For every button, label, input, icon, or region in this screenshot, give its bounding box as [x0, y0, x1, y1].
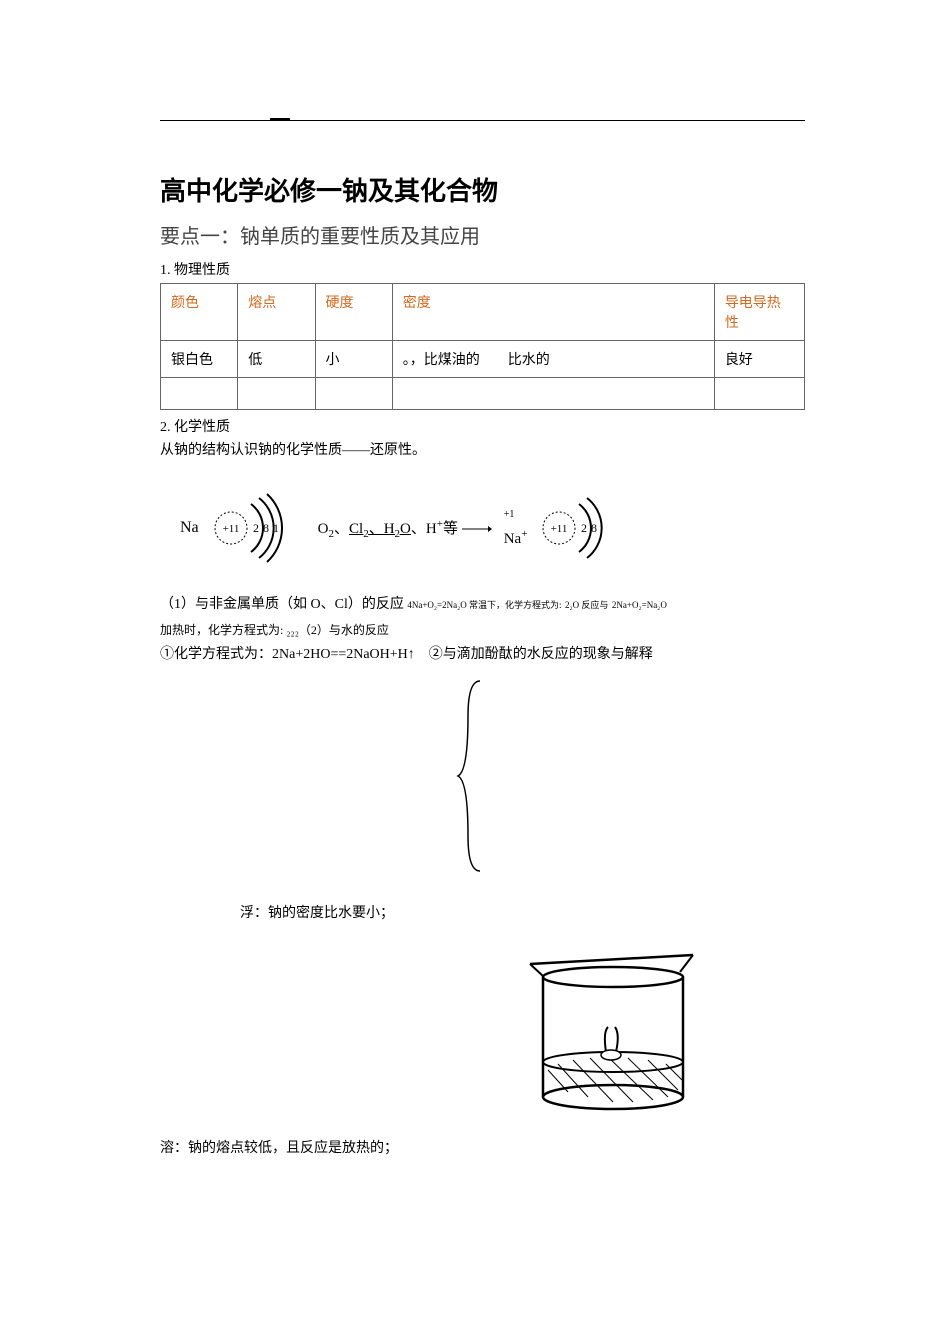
properties-table: 颜色 熔点 硬度 密度 导电导热性 银白色 低 小 。，比煤油的 比水的 良好	[160, 283, 805, 410]
section1-label: 1. 物理性质	[160, 259, 805, 279]
svg-text:+11: +11	[551, 523, 568, 535]
na-ion-label: +1Na+	[504, 509, 528, 548]
paragraph-reaction-1: （1）与非金属单质（如 O、Cl）的反应 4Na+O₂=2Na₂O 常温下，化学…	[160, 594, 805, 616]
cell-color: 银白色	[161, 341, 238, 378]
svg-text:8: 8	[263, 521, 269, 535]
cell	[161, 378, 238, 410]
page-title: 高中化学必修一钠及其化合物	[160, 171, 805, 208]
reaction1-eq2: 2Na+O₂=Na₂O	[612, 600, 667, 610]
header-color: 颜色	[161, 284, 238, 341]
section2-label: 2. 化学性质	[160, 416, 805, 436]
float-observation: 浮：钠的密度比水要小；	[240, 902, 805, 922]
svg-text:1: 1	[273, 521, 279, 535]
document-page: 高中化学必修一钠及其化合物 要点一：钠单质的重要性质及其应用 1. 物理性质 颜…	[0, 0, 945, 1217]
svg-text:+11: +11	[222, 523, 239, 535]
table-row: 银白色 低 小 。，比煤油的 比水的 良好	[161, 341, 805, 378]
cell-conductivity: 良好	[714, 341, 804, 378]
atom-shell-diagram-2: +11 2 8	[539, 492, 624, 564]
table-row-empty	[161, 378, 805, 410]
atom-diagram-row: Na +11 2 8 1 O2、Cl2、H2O、H+等 +1Na+ +11	[180, 492, 805, 564]
horizontal-rule	[160, 120, 805, 121]
header-melting: 熔点	[238, 284, 315, 341]
atom-shell-diagram-1: +11 2 8 1	[211, 492, 306, 564]
cell	[714, 378, 804, 410]
beaker-container	[410, 952, 805, 1127]
section2-intro: 从钠的结构认识钠的化学性质——还原性。	[160, 440, 805, 462]
curly-brace-icon	[450, 676, 490, 876]
cell-hardness: 小	[315, 341, 392, 378]
reaction1-mid: 2₂O 反应与	[565, 600, 608, 610]
header-hardness: 硬度	[315, 284, 392, 341]
header-density: 密度	[392, 284, 714, 341]
cell	[392, 378, 714, 410]
reaction-arrow-text: O2、Cl2、H2O、H+等	[318, 517, 492, 540]
reaction1-eq1: 4Na+O₂=2Na₂O 常温下，化学方程式为:	[407, 600, 561, 610]
paragraph-reaction-2: 加热时，化学方程式为: ₂₂₂（2）与水的反应	[160, 621, 805, 640]
paragraph-reaction-3: ①化学方程式为：2Na+2HO==2NaOH+H↑ ②与滴加酚酞的水反应的现象与…	[160, 644, 805, 666]
cell-melting: 低	[238, 341, 315, 378]
arrow-icon	[462, 524, 492, 534]
section-subtitle: 要点一：钠单质的重要性质及其应用	[160, 220, 805, 249]
brace-container	[450, 676, 805, 886]
melt-observation: 溶：钠的熔点较低，且反应是放热的；	[160, 1137, 805, 1157]
cell	[315, 378, 392, 410]
cell-density: 。，比煤油的 比水的	[392, 341, 714, 378]
svg-text:2: 2	[581, 521, 587, 535]
header-conductivity: 导电导热性	[714, 284, 804, 341]
svg-text:8: 8	[591, 521, 597, 535]
svg-text:2: 2	[253, 521, 259, 535]
top-dash-mark	[270, 118, 290, 120]
reaction1-prefix: （1）与非金属单质（如 O、Cl）的反应	[160, 597, 404, 612]
beaker-diagram	[518, 952, 698, 1122]
na-label: Na	[180, 519, 199, 537]
table-header-row: 颜色 熔点 硬度 密度 导电导热性	[161, 284, 805, 341]
cell	[238, 378, 315, 410]
